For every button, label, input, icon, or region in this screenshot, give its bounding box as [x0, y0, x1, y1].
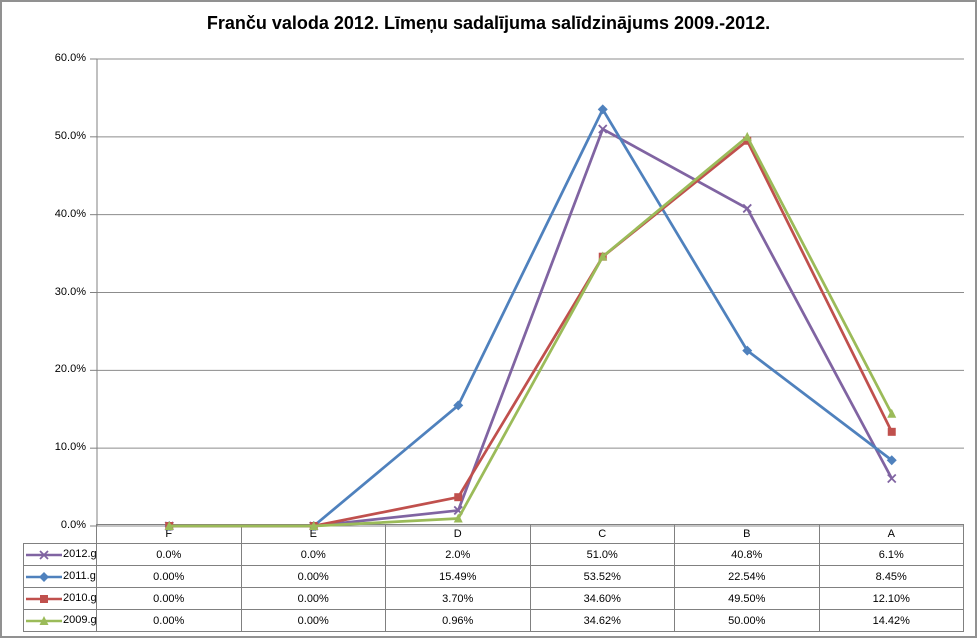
legend-label: 2009.g. [63, 614, 97, 627]
y-axis-tick-label: 0.0% [60, 519, 86, 531]
data-table: F E D C B A 2012.g. 0.0% 0.0% 2.0% 51.0% 40.8% 6.1% 2… [23, 524, 964, 632]
data-cell: 50.00% [674, 609, 820, 632]
data-cell: 0.00% [240, 609, 386, 632]
legend-square-marker-icon [26, 594, 62, 603]
legend-item-2010g: 2010.g. [23, 587, 97, 610]
data-cell: 0.0% [240, 543, 386, 566]
data-cell: 0.00% [96, 587, 242, 610]
y-axis-tick-label: 20.0% [54, 363, 86, 376]
category-header-D: D [385, 524, 531, 544]
series-2009g [164, 131, 897, 530]
legend-item-2009g: 2009.g. [23, 609, 97, 632]
data-cell: 12.10% [818, 587, 964, 610]
table-row-2009g: 2009.g. 0.00% 0.00% 0.96% 34.62% 50.00% 14.42% [23, 609, 964, 632]
data-cell: 51.0% [529, 543, 675, 566]
data-cell: 22.54% [674, 565, 820, 588]
data-cell: 6.1% [818, 543, 964, 566]
y-axis-tick-label: 60.0% [54, 52, 86, 64]
legend-diamond-marker-icon [26, 571, 62, 582]
category-header-B: B [674, 524, 820, 544]
data-cell: 2.0% [385, 543, 531, 566]
data-cell: 53.52% [529, 565, 675, 588]
series-2012g [164, 124, 897, 531]
data-cell: 0.00% [240, 565, 386, 588]
series-2010g [165, 136, 896, 530]
series-2011g [164, 104, 897, 531]
category-header-E: E [240, 524, 386, 544]
table-row-2011g: 2011.g. 0.00% 0.00% 15.49% 53.52% 22.54% 8.45% [23, 565, 964, 588]
category-header-C: C [529, 524, 675, 544]
legend-label: 2010.g. [63, 592, 97, 605]
y-axis-tick-label: 40.0% [54, 207, 86, 220]
data-cell: 0.00% [240, 587, 386, 610]
data-cell: 40.8% [674, 543, 820, 566]
data-cell: 34.60% [529, 587, 675, 610]
data-cell: 0.00% [96, 609, 242, 632]
data-cell: 0.00% [96, 565, 242, 588]
data-cell: 15.49% [385, 565, 531, 588]
data-cell: 49.50% [674, 587, 820, 610]
category-header-A: A [818, 524, 964, 544]
chart-title: Franču valoda 2012. Līmeņu sadalījuma sa… [206, 13, 771, 33]
data-cell: 0.0% [96, 543, 242, 566]
data-cell: 3.70% [385, 587, 531, 610]
legend-label: 2012.g. [63, 548, 97, 561]
y-axis-tick-label: 30.0% [54, 285, 86, 298]
legend-triangle-marker-icon [26, 615, 62, 625]
table-row-2012g: 2012.g. 0.0% 0.0% 2.0% 51.0% 40.8% 6.1% [23, 543, 964, 566]
legend-label: 2011.g. [63, 570, 97, 583]
y-axis-tick-label: 10.0% [54, 441, 86, 454]
legend-item-2011g: 2011.g. [23, 565, 97, 588]
data-cell: 8.45% [818, 565, 964, 588]
data-cell: 14.42% [818, 609, 964, 632]
legend-item-2012g: 2012.g. [23, 543, 97, 566]
table-row-2010g: 2010.g. 0.00% 0.00% 3.70% 34.60% 49.50% 12.10% [23, 587, 964, 610]
category-header-F: F [96, 524, 242, 544]
y-axis-tick-label: 50.0% [54, 129, 86, 142]
data-cell: 34.62% [529, 609, 675, 632]
data-cell: 0.96% [385, 609, 531, 632]
legend-x-marker-icon [26, 549, 62, 560]
